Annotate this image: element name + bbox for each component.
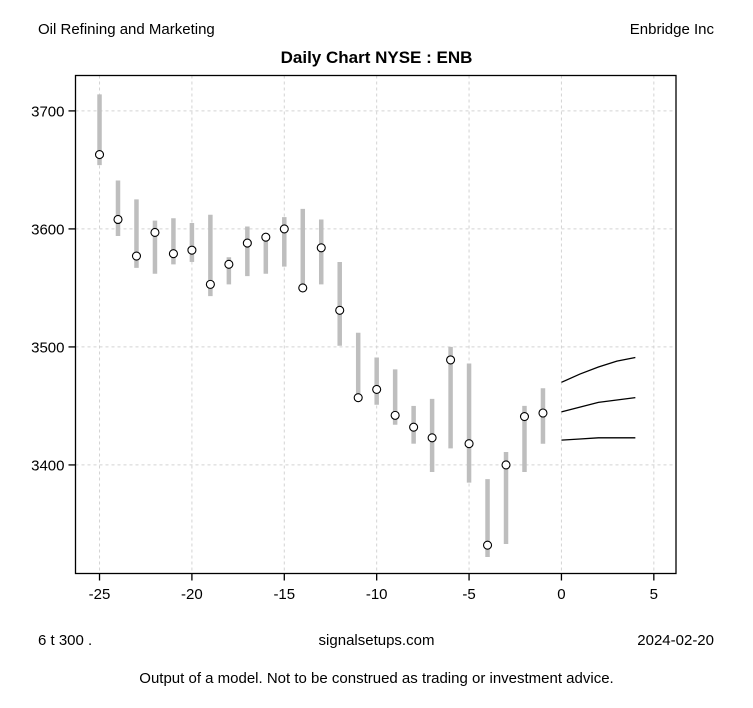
close-marker (335, 305, 345, 315)
close-marker (446, 355, 456, 365)
close-marker (519, 411, 530, 422)
close-marker (150, 227, 160, 238)
y-axis-tick-label: 3500 (31, 339, 64, 356)
close-marker (94, 150, 105, 160)
close-marker (224, 259, 234, 269)
close-marker (131, 251, 142, 261)
close-marker (464, 439, 474, 449)
close-marker (187, 245, 197, 255)
close-marker (316, 243, 326, 253)
close-marker (501, 460, 511, 470)
x-axis-tick-label: -25 (89, 586, 111, 603)
x-axis-tick-label: 0 (557, 586, 565, 603)
close-marker (113, 214, 123, 225)
x-axis-tick-label: 5 (650, 586, 658, 603)
close-marker (538, 408, 548, 418)
close-marker (372, 384, 382, 394)
footer-date: 2024-02-20 (637, 632, 714, 649)
forecast-line-upper (561, 356, 636, 383)
close-marker (168, 249, 178, 259)
x-axis-tick-label: -20 (181, 586, 203, 603)
x-axis-tick-label: -5 (462, 586, 475, 603)
close-marker (279, 224, 289, 234)
close-marker (409, 422, 419, 432)
header-company-label: Enbridge Inc (629, 21, 714, 38)
x-axis-tick-label: -10 (366, 586, 388, 603)
plot-border (74, 74, 677, 575)
y-axis-tick-label: 3400 (31, 457, 64, 474)
forecast-line-lower (561, 437, 636, 441)
close-marker (298, 283, 308, 293)
forecast-line-middle (561, 397, 636, 413)
y-axis-tick-label: 3700 (31, 103, 64, 120)
header-sector-label: Oil Refining and Marketing (38, 21, 215, 38)
x-axis-tick-label: -15 (273, 586, 295, 603)
close-marker (390, 410, 400, 420)
footer-disclaimer: Output of a model. Not to be construed a… (139, 670, 614, 687)
close-marker (242, 238, 252, 248)
y-axis-tick-label: 3600 (31, 221, 64, 238)
close-marker (205, 279, 215, 289)
chart-title: Daily Chart NYSE : ENB (280, 48, 473, 67)
close-marker (427, 433, 437, 443)
close-marker (353, 393, 363, 403)
close-marker (261, 232, 271, 242)
footer-left-text: 6 t 300 . (38, 632, 93, 649)
footer-site-text: signalsetups.com (318, 632, 435, 649)
close-marker (482, 540, 493, 550)
